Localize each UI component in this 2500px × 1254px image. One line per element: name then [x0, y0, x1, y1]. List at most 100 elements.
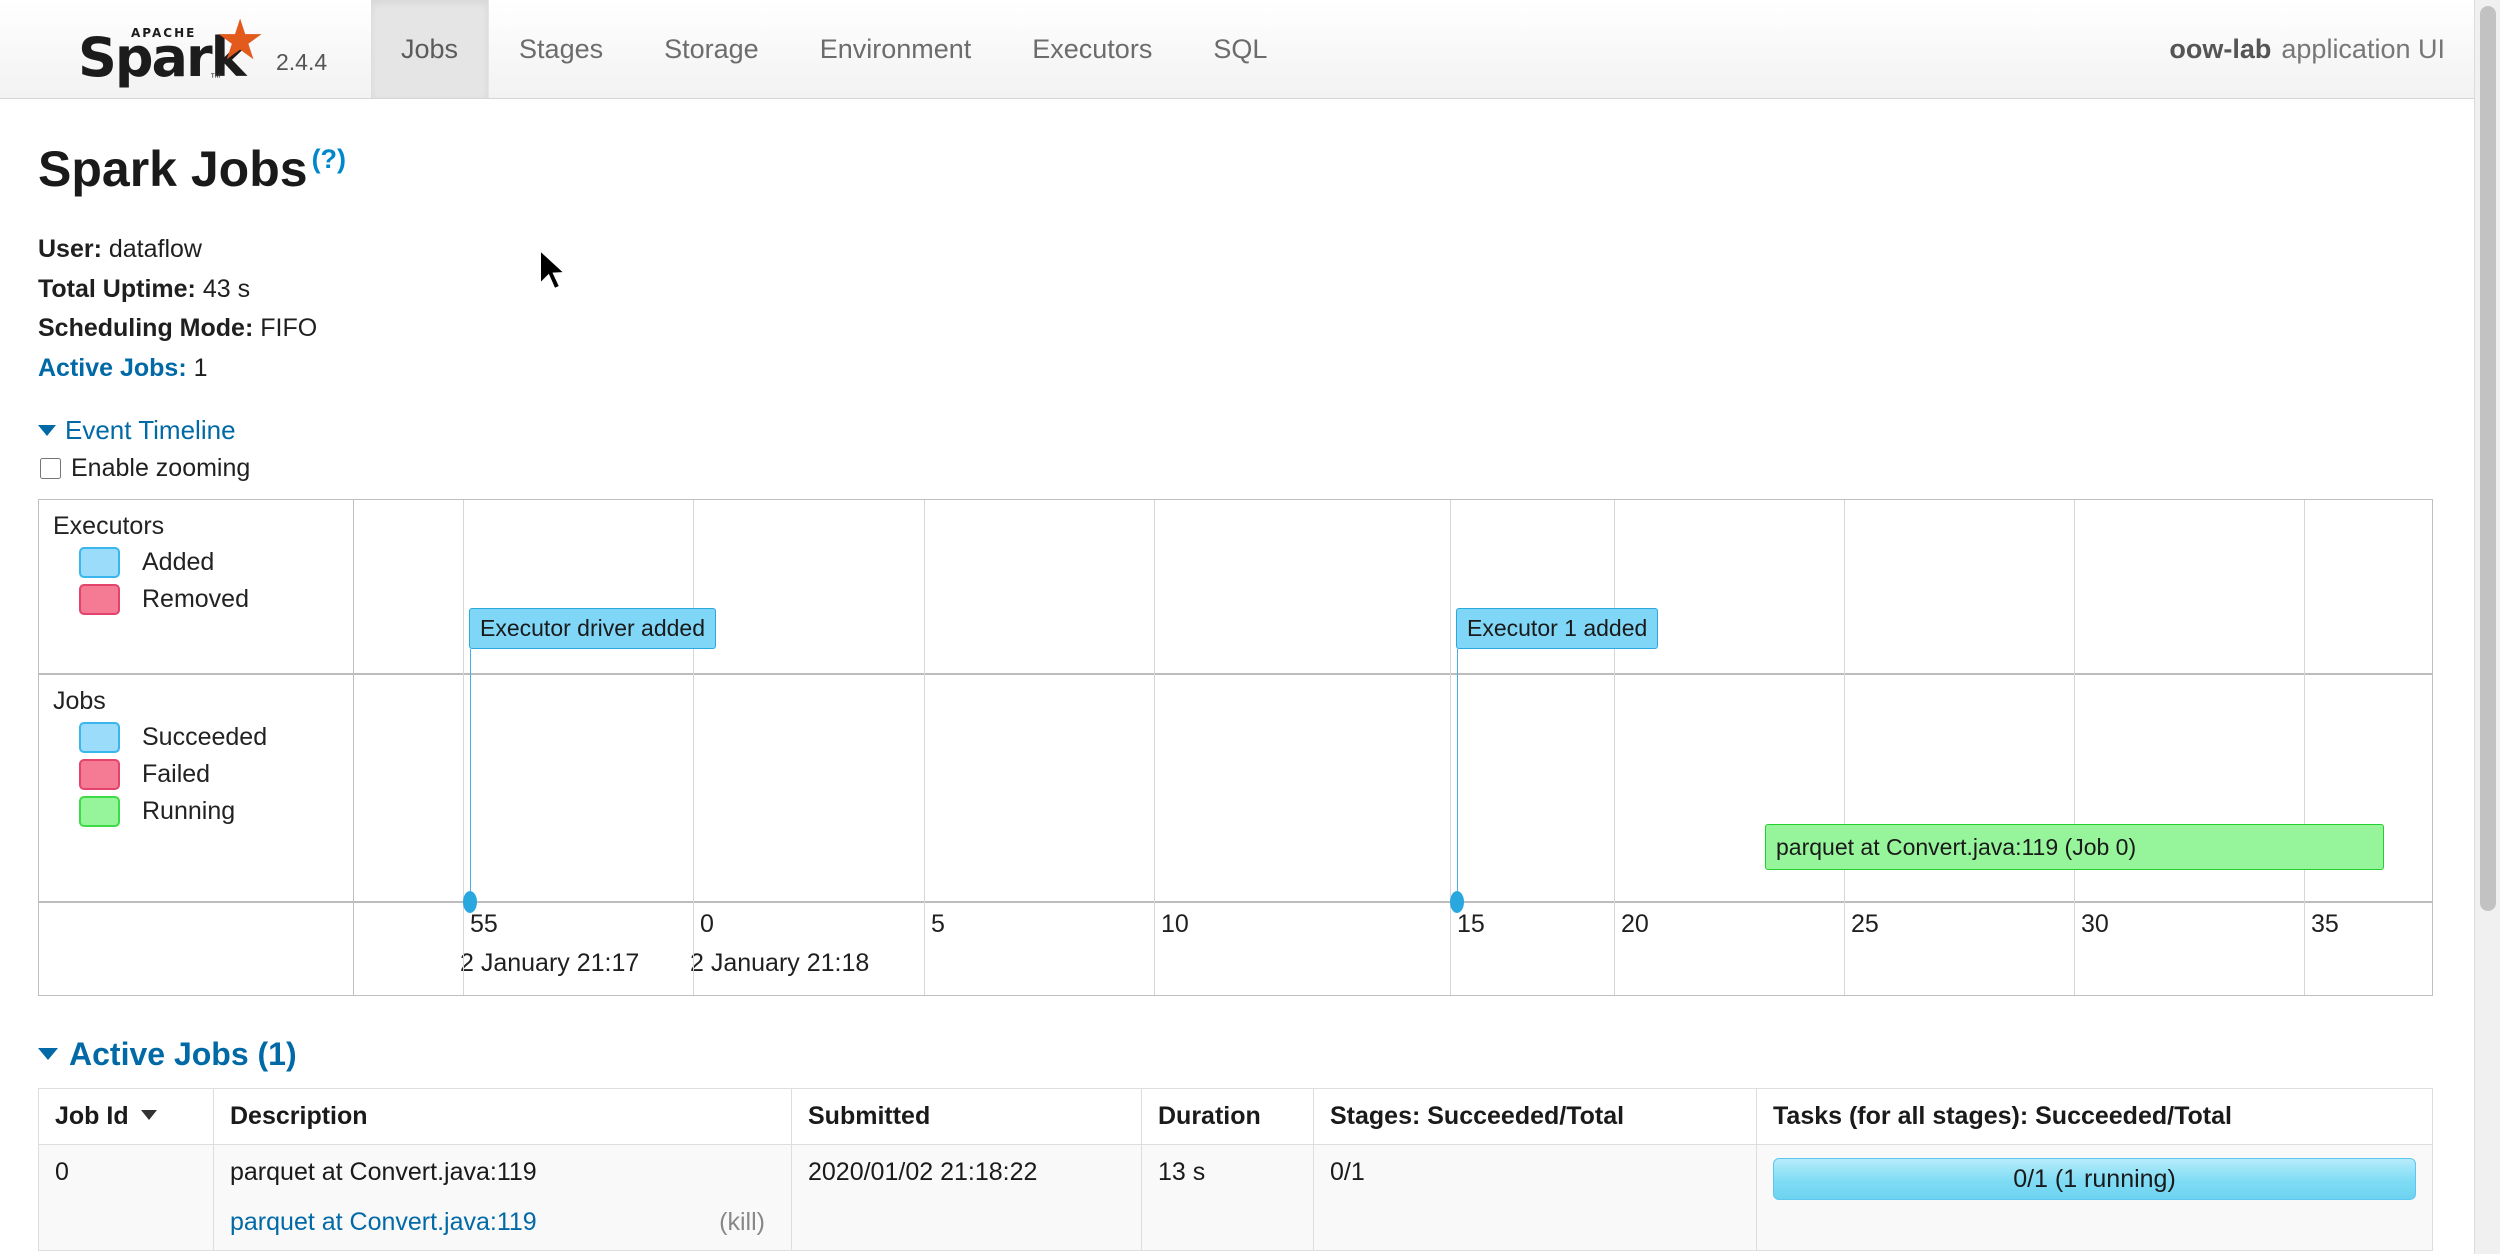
active-jobs-table: Job Id Description Submitted Duration St… — [38, 1088, 2433, 1251]
summary-uptime-value: 43 s — [202, 274, 251, 303]
axis-tick-label: 30 — [2081, 910, 2109, 938]
legend-item-executor-removed: Removed — [79, 584, 353, 615]
tab-jobs[interactable]: Jobs — [371, 0, 490, 98]
timeline-event-executor-driver-added[interactable]: Executor driver added — [469, 608, 717, 649]
column-header-tasks[interactable]: Tasks (for all stages): Succeeded/Total — [1756, 1088, 2433, 1145]
page-scrollbar-thumb[interactable] — [2480, 6, 2496, 911]
apache-wordmark: APACHE — [131, 26, 197, 40]
spark-star-icon: ★ — [215, 8, 266, 71]
legend-item-executor-added: Added — [79, 547, 353, 578]
job-description-link-row: parquet at Convert.java:119 (kill) — [230, 1208, 775, 1237]
page-scrollbar-track[interactable] — [2474, 0, 2500, 1254]
timeline-jobs-legend: Jobs Succeeded Failed Running — [39, 675, 354, 901]
application-title: oow-lab application UI — [2169, 0, 2500, 98]
column-header-description[interactable]: Description — [213, 1088, 792, 1145]
legend-item-job-failed: Failed — [79, 759, 353, 790]
legend-label-running: Running — [142, 797, 236, 825]
tasks-progress-bar: 0/1 (1 running) — [1773, 1158, 2416, 1200]
timeline-job-label: parquet at Convert.java:119 (Job 0) — [1776, 833, 2137, 860]
axis-tick-label: 35 — [2311, 910, 2339, 938]
axis-tick-label: 15 — [1457, 910, 1485, 938]
axis-tick-label: 10 — [1161, 910, 1189, 938]
cell-description: parquet at Convert.java:119 parquet at C… — [213, 1144, 792, 1251]
summary-active-jobs-value: 1 — [193, 353, 208, 382]
spark-logo-mark: APACHE Spark ★ ™ — [78, 8, 268, 89]
table-header-row: Job Id Description Submitted Duration St… — [38, 1088, 2433, 1145]
timeline-stem-driver-lower — [470, 675, 471, 903]
spark-wordmark: Spark — [78, 26, 247, 89]
application-name: oow-lab — [2169, 33, 2272, 64]
legend-swatch-running-icon — [79, 796, 120, 827]
spark-version-label: 2.4.4 — [276, 48, 328, 75]
tab-environment[interactable]: Environment — [819, 33, 972, 64]
spark-brand-logo[interactable]: APACHE Spark ★ ™ 2.4.4 — [0, 0, 371, 98]
summary-active-jobs-link[interactable]: Active Jobs: — [38, 353, 187, 382]
cell-submitted: 2020/01/02 21:18:22 — [791, 1144, 1142, 1251]
timeline-marker-dot-driver — [463, 891, 477, 913]
page-title-text: Spark Jobs — [38, 141, 308, 197]
page-title: Spark Jobs (?) — [38, 142, 2460, 197]
page-content: Spark Jobs (?) User: dataflow Total Uptim… — [0, 142, 2500, 1251]
active-jobs-toggle[interactable]: Active Jobs (1) — [38, 1036, 297, 1073]
summary-user: User: dataflow — [38, 230, 2460, 270]
tab-storage[interactable]: Storage — [664, 33, 759, 64]
summary-active-jobs: Active Jobs: 1 — [38, 349, 2460, 389]
legend-swatch-added-icon — [79, 547, 120, 578]
top-navbar: APACHE Spark ★ ™ 2.4.4 Jobs Stages Stora… — [0, 0, 2500, 99]
timeline-event-executor-1-added[interactable]: Executor 1 added — [1456, 608, 1659, 649]
summary-scheduling-value: FIFO — [260, 314, 318, 342]
timeline-stem-driver — [470, 649, 471, 675]
legend-item-job-running: Running — [79, 796, 353, 827]
tab-executors[interactable]: Executors — [1032, 33, 1153, 64]
sort-descending-icon[interactable] — [140, 1110, 157, 1120]
timeline-track-jobs: parquet at Convert.java:119 (Job 0) — [354, 675, 2432, 903]
axis-tick-label: 55 — [470, 910, 498, 938]
timeline-stem-executor1 — [1457, 649, 1458, 675]
timeline-row-executors: Executors Added Removed Executor driver … — [39, 500, 2432, 675]
cell-job-id: 0 — [38, 1144, 214, 1251]
timeline-group-label-executors: Executors — [53, 512, 165, 540]
column-header-duration[interactable]: Duration — [1141, 1088, 1314, 1145]
event-timeline-chart[interactable]: Executors Added Removed Executor driver … — [38, 499, 2433, 996]
legend-label-removed: Removed — [142, 585, 249, 613]
nav-tabs: Jobs Stages Storage Environment Executor… — [371, 0, 1298, 98]
timeline-axis-spacer — [39, 903, 354, 995]
summary-scheduling-mode: Scheduling Mode: FIFO — [38, 309, 2460, 349]
timeline-axis-row: 55 0 5 10 15 20 25 30 35 2 January 21:17 2 January… — [39, 891, 2432, 995]
timeline-marker-dot-executor1 — [1450, 891, 1464, 913]
timeline-stem-executor1-lower — [1457, 675, 1458, 903]
cell-stages: 0/1 — [1313, 1144, 1757, 1251]
kill-job-link[interactable]: (kill) — [719, 1208, 765, 1236]
enable-zooming-checkbox[interactable] — [40, 458, 61, 479]
cell-tasks: 0/1 (1 running) — [1756, 1144, 2433, 1251]
enable-zooming-label[interactable]: Enable zooming — [71, 454, 251, 482]
timeline-track-executors: Executor driver added Executor 1 added — [354, 500, 2432, 675]
summary-uptime: Total Uptime: 43 s — [38, 270, 2460, 310]
tasks-progress-label: 0/1 (1 running) — [2013, 1164, 2176, 1193]
summary-user-label: User: — [38, 235, 102, 263]
summary-uptime-label: Total Uptime: — [38, 274, 196, 303]
event-timeline-toggle[interactable]: Event Timeline — [38, 415, 236, 446]
help-icon[interactable]: (?) — [311, 144, 347, 175]
axis-tick-label: 25 — [1851, 910, 1879, 938]
tab-sql[interactable]: SQL — [1213, 33, 1268, 64]
tab-stages[interactable]: Stages — [519, 33, 604, 64]
application-title-suffix: application UI — [2281, 33, 2445, 64]
summary-scheduling-label: Scheduling Mode: — [38, 314, 254, 342]
trademark-icon: ™ — [210, 72, 221, 84]
legend-label-succeeded: Succeeded — [142, 723, 268, 751]
legend-swatch-succeeded-icon — [79, 722, 120, 753]
column-header-job-id[interactable]: Job Id — [38, 1088, 214, 1145]
legend-label-failed: Failed — [142, 760, 211, 788]
job-description-link[interactable]: parquet at Convert.java:119 — [230, 1208, 537, 1236]
timeline-event-label: Executor driver added — [480, 615, 706, 641]
axis-tick-label: 20 — [1621, 910, 1649, 938]
column-header-stages[interactable]: Stages: Succeeded/Total — [1313, 1088, 1757, 1145]
caret-down-icon — [38, 425, 56, 436]
column-header-submitted[interactable]: Submitted — [791, 1088, 1142, 1145]
timeline-job-bar-job0[interactable]: parquet at Convert.java:119 (Job 0) — [1765, 824, 2384, 870]
legend-item-job-succeeded: Succeeded — [79, 722, 353, 753]
legend-swatch-failed-icon — [79, 759, 120, 790]
summary-user-value: dataflow — [108, 235, 202, 263]
caret-down-icon — [38, 1048, 58, 1060]
